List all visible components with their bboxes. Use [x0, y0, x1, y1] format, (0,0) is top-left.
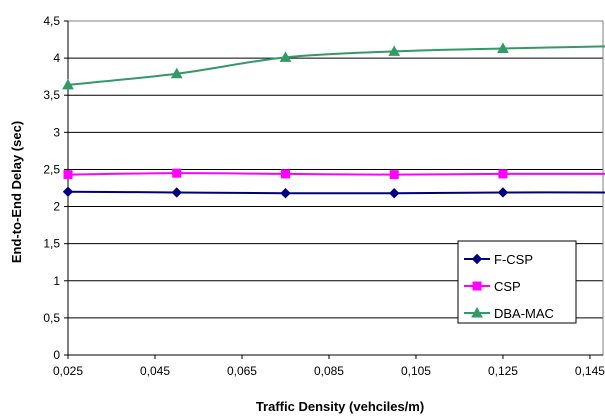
x-axis: 0,025 0,045 0,065 0,085 0,105 0,125 0,145 [53, 354, 605, 378]
y-axis-title: End-to-End Delay (sec) [9, 121, 24, 263]
data-point [388, 45, 401, 56]
legend-entry: DBA-MAC [464, 306, 554, 321]
x-tick-label: 0,045 [140, 364, 170, 378]
y-tick-label: 2 [53, 200, 60, 214]
legend: F-CSP CSP DBA-MAC [457, 240, 577, 324]
x-tick-label: 0,065 [227, 364, 257, 378]
data-point [63, 170, 73, 180]
x-tick-label: 0,145 [575, 364, 605, 378]
series-group [62, 42, 605, 199]
legend-label: F-CSP [494, 252, 533, 267]
x-tick-label: 0,125 [488, 364, 518, 378]
y-tick-label: 3 [53, 125, 60, 139]
series-f-csp [62, 186, 605, 199]
series-line [67, 45, 605, 86]
series-line [67, 190, 605, 195]
data-point [171, 187, 182, 198]
y-tick-label: 3,5 [43, 88, 60, 102]
data-point [389, 170, 399, 180]
y-tick-label: 0,5 [43, 311, 60, 325]
y-tick-label: 4 [53, 51, 60, 65]
x-axis-title: Traffic Density (vehciles/m) [256, 399, 424, 414]
legend-marker [472, 281, 482, 291]
legend-marker [471, 253, 483, 265]
legend-entry: F-CSP [464, 252, 533, 267]
x-tick-label: 0,105 [401, 364, 431, 378]
data-point [497, 42, 509, 53]
y-tick-label: 0 [53, 348, 60, 362]
x-tick-label: 0,085 [314, 364, 344, 378]
data-point [280, 169, 290, 179]
y-tick-label: 1,5 [43, 237, 60, 251]
y-tick-label: 1 [53, 274, 60, 288]
data-point [62, 186, 74, 197]
data-point [389, 187, 400, 199]
x-tick-label: 0,025 [53, 364, 83, 378]
y-axis: 0 0,5 1 1,5 2 2,5 3 3,5 4 4,5 [43, 14, 69, 362]
y-tick-label: 2,5 [43, 162, 60, 176]
data-point [497, 187, 509, 198]
series-dba-mac [62, 42, 605, 90]
y-tick-label: 4,5 [43, 14, 60, 28]
data-point [170, 67, 183, 79]
data-point [172, 168, 182, 178]
legend-entry: CSP [464, 279, 521, 294]
legend-label: DBA-MAC [494, 306, 554, 321]
legend-label: CSP [494, 279, 521, 294]
legend-marker [471, 306, 483, 318]
series-csp [63, 168, 605, 180]
data-point [62, 78, 74, 90]
data-point [279, 51, 292, 62]
data-point [498, 169, 508, 179]
series-line [67, 172, 605, 176]
data-point [280, 187, 291, 199]
